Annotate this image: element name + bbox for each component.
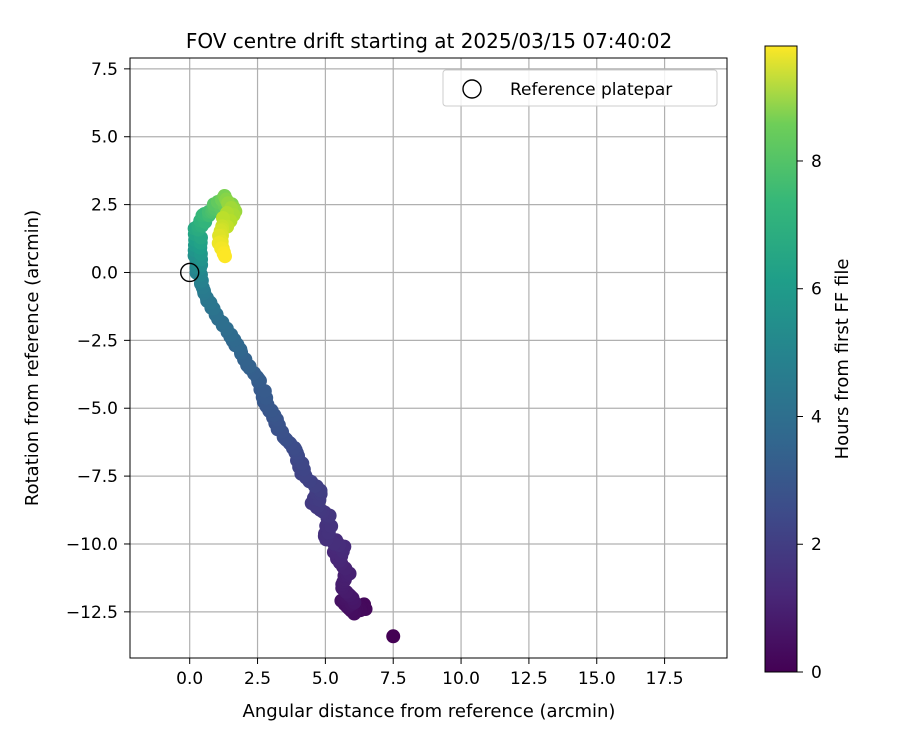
x-axis-ticks: 0.0 2.5 5.0 7.5 10.0 12.5 15.0 17.5 bbox=[176, 658, 684, 689]
colorbar-tick-label: 8 bbox=[811, 152, 822, 172]
x-tick-label: 17.5 bbox=[646, 669, 684, 689]
y-tick-label: −7.5 bbox=[77, 467, 118, 487]
plot-frame bbox=[129, 57, 728, 659]
y-axis-ticks: 7.5 5.0 2.5 0.0 −2.5 −5.0 −7.5 −10.0 −12.5 bbox=[66, 60, 130, 623]
x-tick-label: 15.0 bbox=[578, 669, 616, 689]
y-tick-label: 2.5 bbox=[91, 196, 118, 216]
legend-box bbox=[442, 69, 718, 107]
x-tick-label: 10.0 bbox=[442, 669, 480, 689]
y-tick-label: −2.5 bbox=[77, 331, 118, 351]
y-tick-label: 5.0 bbox=[91, 128, 118, 148]
x-tick-label: 2.5 bbox=[244, 669, 271, 689]
colorbar-tick-label: 2 bbox=[811, 535, 822, 555]
x-tick-label: 12.5 bbox=[510, 669, 548, 689]
x-axis-label: Angular distance from reference (arcmin) bbox=[243, 701, 616, 722]
colorbar-label: Hours from first FF file bbox=[832, 259, 853, 460]
x-tick-label: 5.0 bbox=[312, 669, 339, 689]
x-tick-label: 7.5 bbox=[380, 669, 407, 689]
colorbar-gradient bbox=[764, 45, 798, 673]
drift-point bbox=[217, 249, 232, 264]
x-tick-label: 0.0 bbox=[176, 669, 203, 689]
scatter-points bbox=[187, 189, 401, 644]
y-axis-label: Rotation from reference (arcmin) bbox=[22, 210, 43, 506]
y-tick-label: 0.0 bbox=[91, 263, 118, 283]
drift-point bbox=[386, 629, 401, 644]
colorbar-ticks: 0 2 4 6 8 bbox=[797, 152, 822, 683]
y-tick-label: 7.5 bbox=[91, 60, 118, 80]
y-tick-label: −5.0 bbox=[77, 399, 118, 419]
y-tick-label: −12.5 bbox=[66, 603, 118, 623]
colorbar: 0 2 4 6 8 Hours from first FF file bbox=[764, 45, 853, 683]
plot-background bbox=[130, 58, 727, 658]
y-tick-label: −10.0 bbox=[66, 535, 118, 555]
colorbar-tick-label: 4 bbox=[811, 407, 822, 427]
legend: Reference platepar bbox=[442, 69, 718, 107]
chart-title: FOV centre drift starting at 2025/03/15 … bbox=[186, 29, 672, 53]
legend-reference-marker bbox=[462, 79, 482, 99]
colorbar-tick-label: 6 bbox=[811, 280, 822, 300]
legend-entry-reference-platepar: Reference platepar bbox=[510, 80, 672, 100]
colorbar-tick-label: 0 bbox=[811, 663, 822, 683]
reference-platepar-marker bbox=[179, 262, 200, 283]
